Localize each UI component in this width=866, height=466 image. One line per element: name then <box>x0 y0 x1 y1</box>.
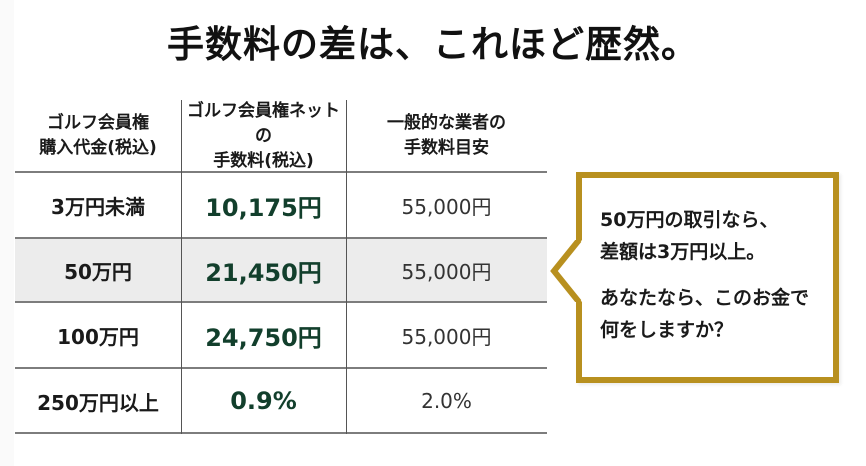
callout-line: 差額は3万円以上。 <box>600 241 766 263</box>
table-row-highlighted: 50万円 21,450円 55,000円 <box>15 239 547 302</box>
cell-our-fee: 24,750円 <box>205 324 322 352</box>
row-divider <box>15 301 547 303</box>
cell-price: 50万円 <box>64 260 132 284</box>
callout-paragraph-1: 50万円の取引なら、 差額は3万円以上。 <box>600 204 809 268</box>
callout-pointer-icon <box>550 240 588 302</box>
cell-typical-fee: 55,000円 <box>401 195 492 219</box>
cell-typical-fee: 55,000円 <box>401 260 492 284</box>
table-row: 3万円未満 10,175円 55,000円 <box>15 173 547 238</box>
cell-our-fee: 0.9% <box>230 387 297 415</box>
header-typical-fee: 一般的な業者の 手数料目安 <box>346 100 547 172</box>
cell-our-fee: 10,175円 <box>205 194 322 222</box>
header-text: ゴルフ会員権ネットの <box>187 100 340 146</box>
table-row: 250万円以上 0.9% 2.0% <box>15 369 547 433</box>
cell-price: 250万円以上 <box>37 390 159 415</box>
callout-line: 何をしますか？ <box>600 319 734 341</box>
cell-our-fee: 21,450円 <box>205 259 322 287</box>
callout-text: 50万円の取引なら、 差額は3万円以上。 あなたなら、このお金で 何をしますか？ <box>600 204 809 346</box>
row-divider <box>15 367 547 369</box>
cell-price: 3万円未満 <box>51 195 145 219</box>
row-divider <box>15 237 547 239</box>
callout-bubble: 50万円の取引なら、 差額は3万円以上。 あなたなら、このお金で 何をしますか？ <box>576 172 839 383</box>
callout-line: あなたなら、このお金で <box>600 287 810 309</box>
cell-typical-fee: 55,000円 <box>401 325 492 349</box>
column-divider <box>181 100 182 434</box>
cell-typical-fee: 2.0% <box>421 389 472 413</box>
header-text: ゴルフ会員権 <box>46 113 149 133</box>
header-text: 一般的な業者の <box>387 113 506 133</box>
header-purchase-price: ゴルフ会員権 購入代金(税込) <box>15 100 181 172</box>
header-text: 手数料(税込) <box>213 150 314 171</box>
row-divider <box>15 432 547 434</box>
page-left-margin <box>0 0 14 466</box>
header-divider <box>15 171 547 173</box>
callout-paragraph-2: あなたなら、このお金で 何をしますか？ <box>600 282 809 346</box>
page-title: 手数料の差は、これほど歴然。 <box>167 23 699 66</box>
column-divider <box>346 100 347 434</box>
cell-price: 100万円 <box>57 325 139 349</box>
table-header-row: ゴルフ会員権 購入代金(税込) ゴルフ会員権ネットの手数料(税込) 一般的な業者の… <box>15 100 547 172</box>
table-row: 100万円 24,750円 55,000円 <box>15 303 547 368</box>
header-our-fee: ゴルフ会員権ネットの手数料(税込) <box>181 100 346 172</box>
callout-line: 50万円の取引なら、 <box>600 209 779 231</box>
header-text: 購入代金(税込) <box>39 138 157 158</box>
header-text: 手数料目安 <box>404 138 489 158</box>
